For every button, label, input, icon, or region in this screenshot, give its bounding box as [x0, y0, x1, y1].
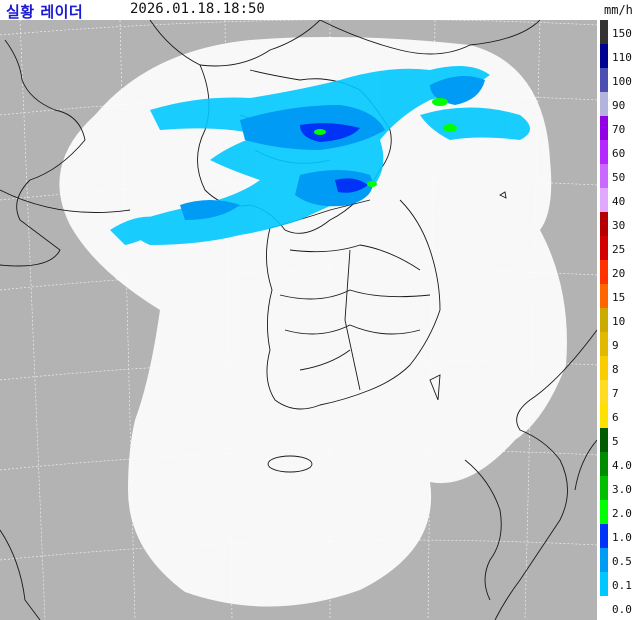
legend-label: 10: [612, 315, 625, 328]
coastline-boundaries: [0, 20, 597, 620]
legend-label: 40: [612, 195, 625, 208]
legend-label: 9: [612, 339, 619, 352]
legend-item: 40: [600, 188, 625, 212]
legend-label: 0.5: [612, 555, 632, 568]
legend-item: 60: [600, 140, 625, 164]
legend-item: 6: [600, 404, 619, 428]
legend-item: 10: [600, 308, 625, 332]
legend-label: 2.0: [612, 507, 632, 520]
legend-item: 7: [600, 380, 619, 404]
legend-label: 25: [612, 243, 625, 256]
legend-swatch: [600, 572, 608, 596]
legend-item: 50: [600, 164, 625, 188]
legend-item: 3.0: [600, 476, 632, 500]
legend-item: 15: [600, 284, 625, 308]
legend-item: 1.0: [600, 524, 632, 548]
legend-label: 20: [612, 267, 625, 280]
echo-light: [110, 66, 530, 245]
legend-swatch: [600, 68, 608, 92]
legend-swatch: [600, 380, 608, 404]
legend-label: 4.0: [612, 459, 632, 472]
legend-swatch: [600, 428, 608, 452]
legend-item: 8: [600, 356, 619, 380]
legend-label: 60: [612, 147, 625, 160]
legend-item: 2.0: [600, 500, 632, 524]
legend-item: 70: [600, 116, 625, 140]
legend-item: 30: [600, 212, 625, 236]
legend-label: 8: [612, 363, 619, 376]
echo-intense: [314, 98, 457, 187]
legend-item: 0.1: [600, 572, 632, 596]
radar-map[interactable]: [0, 20, 597, 620]
legend-label: 50: [612, 171, 625, 184]
legend-label: 1.0: [612, 531, 632, 544]
legend-label: 7: [612, 387, 619, 400]
legend-label: 3.0: [612, 483, 632, 496]
echo-heavy: [300, 123, 368, 193]
legend-label: 0.1: [612, 579, 632, 592]
legend-swatch: [600, 260, 608, 284]
legend-label: 5: [612, 435, 619, 448]
precipitation-legend: 150 110 100 90 70 60 50 40 30 25 20 15 10 9 8 7 6 5 4.0 3.0…: [600, 20, 632, 620]
legend-item: 4.0: [600, 452, 632, 476]
legend-swatch: [600, 356, 608, 380]
legend-unit: mm/h: [604, 3, 633, 17]
legend-label: 15: [612, 291, 625, 304]
legend-swatch: [600, 476, 608, 500]
legend-label: 30: [612, 219, 625, 232]
legend-swatch: [600, 524, 608, 548]
legend-item: 100: [600, 68, 632, 92]
legend-label: 0.0: [612, 603, 632, 616]
legend-swatch: [600, 404, 608, 428]
legend-swatch: [600, 20, 608, 44]
legend-label: 150: [612, 27, 632, 40]
legend-swatch: [600, 164, 608, 188]
legend-swatch: [600, 332, 608, 356]
legend-swatch: [600, 188, 608, 212]
legend-swatch: [600, 284, 608, 308]
precipitation-echoes: [110, 66, 530, 245]
legend-item: 0.5: [600, 548, 632, 572]
legend-item: 110: [600, 44, 632, 68]
legend-swatch: [600, 236, 608, 260]
legend-item: 150: [600, 20, 632, 44]
legend-swatch: [600, 500, 608, 524]
legend-item: 25: [600, 236, 625, 260]
legend-label: 90: [612, 99, 625, 112]
legend-item: 90: [600, 92, 625, 116]
radar-coverage-area: [59, 36, 567, 607]
page-title: 실황 레이더: [6, 3, 84, 21]
legend-label: 70: [612, 123, 625, 136]
legend-item: 0.0: [600, 596, 632, 620]
legend-label: 6: [612, 411, 619, 424]
legend-label: 110: [612, 51, 632, 64]
legend-swatch: [600, 596, 608, 620]
legend-item: 9: [600, 332, 619, 356]
legend-swatch: [600, 116, 608, 140]
legend-swatch: [600, 212, 608, 236]
legend-label: 100: [612, 75, 632, 88]
legend-swatch: [600, 44, 608, 68]
legend-item: 5: [600, 428, 619, 452]
legend-swatch: [600, 452, 608, 476]
legend-swatch: [600, 92, 608, 116]
legend-swatch: [600, 548, 608, 572]
observation-datetime: 2026.01.18.18:50: [130, 1, 265, 17]
legend-swatch: [600, 140, 608, 164]
header-bar: 실황 레이더 2026.01.18.18:50 mm/h: [0, 0, 635, 21]
legend-swatch: [600, 308, 608, 332]
legend-item: 20: [600, 260, 625, 284]
